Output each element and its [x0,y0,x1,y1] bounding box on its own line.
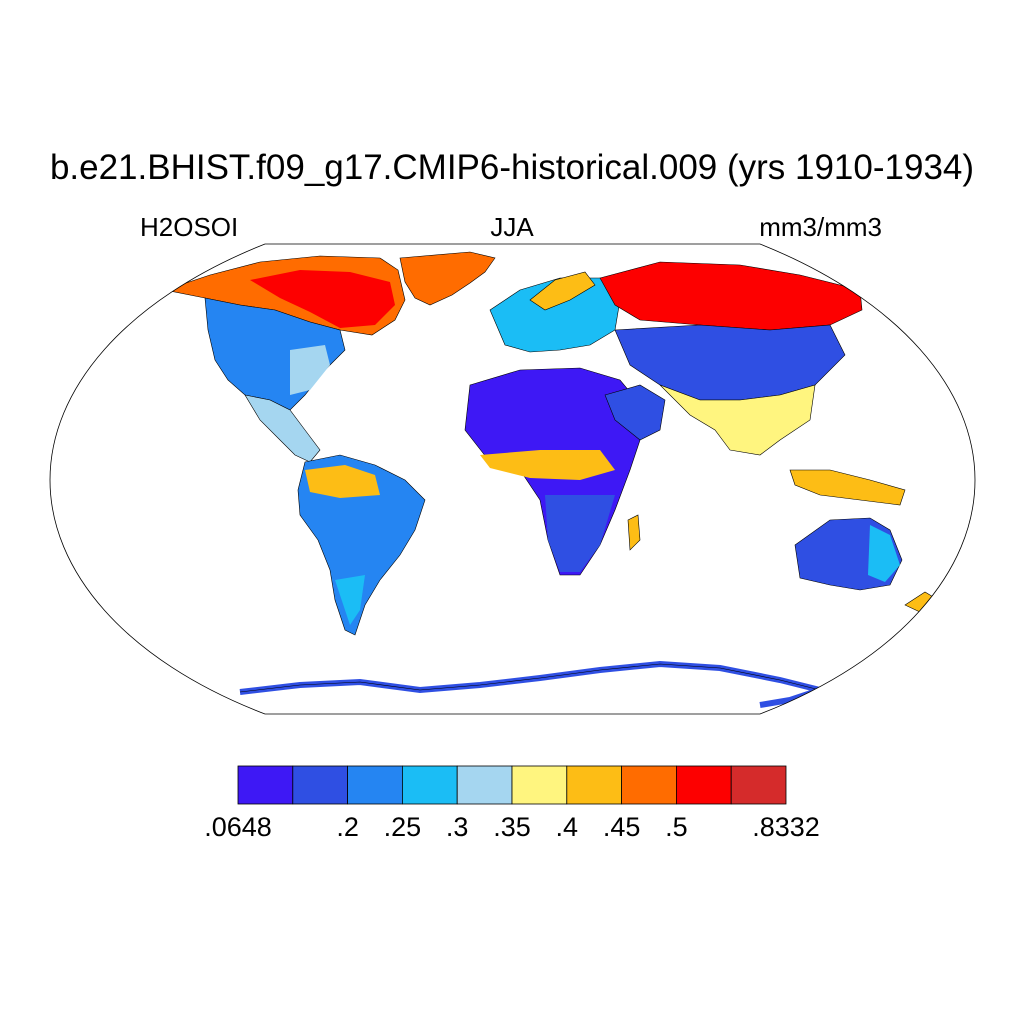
south-america-north-moist [305,465,380,498]
greenland [399,251,496,306]
south-asia [659,384,816,456]
usa-east-light [290,345,330,395]
colorbar-swatch [730,765,787,805]
colorbar-swatch [676,765,732,805]
colorbar-tick-label: .8332 [752,812,820,842]
colorbar-swatch [456,765,513,805]
colorbar-tick-label: .25 [383,812,422,842]
asia-north [599,261,863,331]
colorbar-tick-label: .35 [493,812,531,842]
sahel-wet [480,450,615,480]
colorbar-tick-label: .5 [665,812,688,842]
scandinavia [529,271,596,311]
projection-boundary [49,243,976,715]
south-america [297,454,426,636]
antarctica-coast [239,663,821,693]
variable-label: H2OSOI [140,212,239,242]
colorbar-tick-label: .0648 [204,812,272,842]
units-label: mm3/mm3 [759,212,882,242]
arabia [604,384,666,441]
southern-africa [545,495,615,572]
season-label: JJA [490,212,534,242]
colorbar-swatch [237,765,294,805]
colorbar-swatch [292,765,348,805]
colorbar-swatch [511,765,568,805]
plot-title: b.e21.BHIST.f09_g17.CMIP6-historical.009… [49,148,975,187]
colorbar-tick-label: .3 [445,812,469,842]
colorbar-swatch [401,765,458,805]
colorbar-swatch [347,765,403,805]
colorbar-swatch [621,765,677,805]
colorbar-tick-label: .2 [336,812,359,842]
central-america [244,394,321,463]
colorbar-tick-label: .4 [555,812,579,842]
colorbar-swatch [566,765,622,805]
southeast-asia-islands [789,469,906,506]
colorbar-tick-label: .45 [602,812,641,842]
madagascar [627,514,641,551]
australia-east [868,525,900,582]
south-america-south [335,575,365,625]
canada-red-zone [250,270,395,328]
land-fields [163,251,936,708]
